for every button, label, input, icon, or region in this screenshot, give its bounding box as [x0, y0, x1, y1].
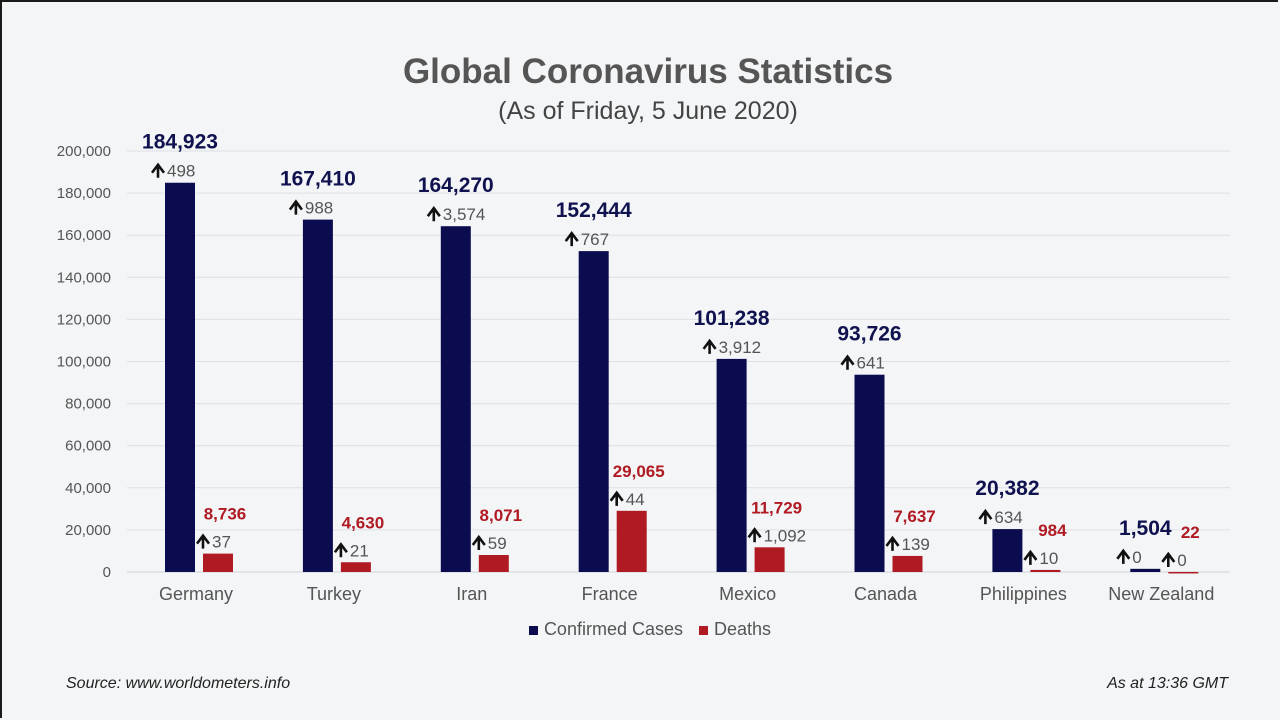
data-label: 22	[1181, 523, 1200, 542]
legend-item-confirmed: Confirmed Cases	[528, 619, 683, 640]
arrow-up-icon	[288, 199, 303, 215]
y-tick-label: 180,000	[57, 185, 111, 202]
bar-deaths	[340, 562, 371, 572]
bar-confirmed	[165, 182, 195, 572]
arrow-up-icon	[564, 230, 579, 247]
arrow-up-icon	[333, 542, 348, 558]
arrow-up-icon	[702, 338, 717, 354]
legend-swatch	[699, 626, 708, 635]
data-label: 4,630	[342, 513, 385, 532]
bar-confirmed	[992, 529, 1023, 572]
legend-item-deaths: Deaths	[699, 619, 771, 640]
legend-label: Confirmed Cases	[543, 619, 683, 639]
data-label: 11,729	[751, 498, 802, 517]
y-tick-label: 160,000	[57, 227, 111, 244]
increase-label: 3,574	[443, 205, 486, 224]
y-tick-label: 120,000	[57, 311, 111, 328]
data-label: 984	[1038, 521, 1067, 540]
x-tick-label: Iran	[456, 584, 487, 604]
x-tick-label: Philippines	[980, 584, 1067, 604]
increase-label: 988	[305, 199, 333, 218]
bar-confirmed	[1130, 568, 1161, 572]
arrow-up-icon	[1116, 548, 1131, 564]
y-tick-label: 40,000	[65, 480, 111, 497]
increase-label: 37	[212, 533, 231, 552]
increase-label: 59	[488, 534, 507, 553]
data-label: 1,504	[1119, 517, 1172, 540]
x-tick-label: Turkey	[307, 584, 361, 604]
timestamp-note: As at 13:36 GMT	[1107, 675, 1228, 692]
arrow-up-icon	[471, 534, 486, 551]
x-tick-label: Canada	[854, 584, 918, 604]
bar-deaths	[478, 555, 509, 572]
bar-confirmed	[302, 219, 333, 573]
bar-deaths	[754, 547, 785, 572]
legend: Confirmed Cases Deaths	[0, 619, 1280, 640]
data-label: 93,726	[837, 323, 901, 346]
arrow-up-icon	[609, 490, 624, 506]
chart-title: Global Coronavirus Statistics	[402, 52, 894, 91]
data-label: 164,270	[418, 174, 494, 197]
bar-confirmed	[854, 374, 885, 572]
data-label: 29,065	[613, 462, 665, 481]
legend-label: Deaths	[714, 619, 772, 639]
x-tick-label: New Zealand	[1108, 584, 1214, 604]
arrow-up-icon	[1161, 551, 1176, 567]
bar-deaths	[616, 510, 647, 572]
source-note: Source: www.worldometers.info	[66, 675, 291, 692]
increase-label: 139	[902, 535, 930, 554]
data-label: 184,923	[142, 131, 218, 154]
arrow-up-icon	[1023, 549, 1038, 565]
data-label: 8,071	[480, 506, 523, 525]
y-tick-label: 0	[103, 564, 111, 581]
increase-label: 498	[167, 162, 195, 181]
chart-subtitle: (As of Friday, 5 June 2020)	[498, 97, 798, 125]
bar-confirmed	[440, 226, 471, 572]
y-tick-label: 140,000	[57, 269, 111, 286]
increase-label: 767	[581, 230, 609, 249]
y-tick-label: 60,000	[65, 438, 111, 455]
x-tick-label: Mexico	[719, 584, 776, 604]
arrow-up-icon	[426, 206, 441, 222]
arrow-up-icon	[978, 508, 993, 525]
increase-label: 634	[994, 508, 1022, 527]
arrow-up-icon	[195, 533, 211, 549]
x-tick-label: France	[582, 584, 638, 604]
increase-label: 3,912	[719, 338, 762, 357]
data-label: 20,382	[975, 477, 1039, 500]
increase-label: 0	[1177, 551, 1186, 570]
bar-deaths	[1030, 569, 1061, 572]
arrow-up-icon	[150, 162, 166, 178]
y-tick-label: 80,000	[65, 396, 111, 413]
bar-confirmed	[578, 251, 609, 572]
arrow-up-icon	[747, 527, 762, 543]
y-tick-label: 20,000	[65, 522, 111, 539]
increase-label: 10	[1039, 549, 1058, 568]
data-label: 167,410	[280, 168, 356, 191]
y-tick-label: 200,000	[57, 143, 111, 160]
bar-deaths	[203, 553, 233, 572]
bar-deaths	[892, 555, 923, 572]
increase-label: 21	[350, 541, 369, 560]
arrow-up-icon	[885, 535, 900, 551]
increase-label: 641	[857, 354, 885, 373]
data-label: 8,736	[204, 505, 247, 524]
data-label: 7,637	[893, 507, 936, 526]
x-tick-label: Germany	[159, 584, 233, 604]
legend-swatch	[528, 626, 538, 635]
increase-label: 1,092	[764, 526, 807, 545]
bar-deaths	[1168, 571, 1199, 574]
arrow-up-icon	[840, 354, 855, 370]
bar-confirmed	[716, 358, 747, 572]
data-label: 152,444	[556, 199, 632, 222]
data-label: 101,238	[694, 307, 770, 330]
y-tick-label: 100,000	[57, 354, 111, 371]
increase-label: 0	[1132, 548, 1141, 567]
increase-label: 44	[626, 490, 645, 509]
